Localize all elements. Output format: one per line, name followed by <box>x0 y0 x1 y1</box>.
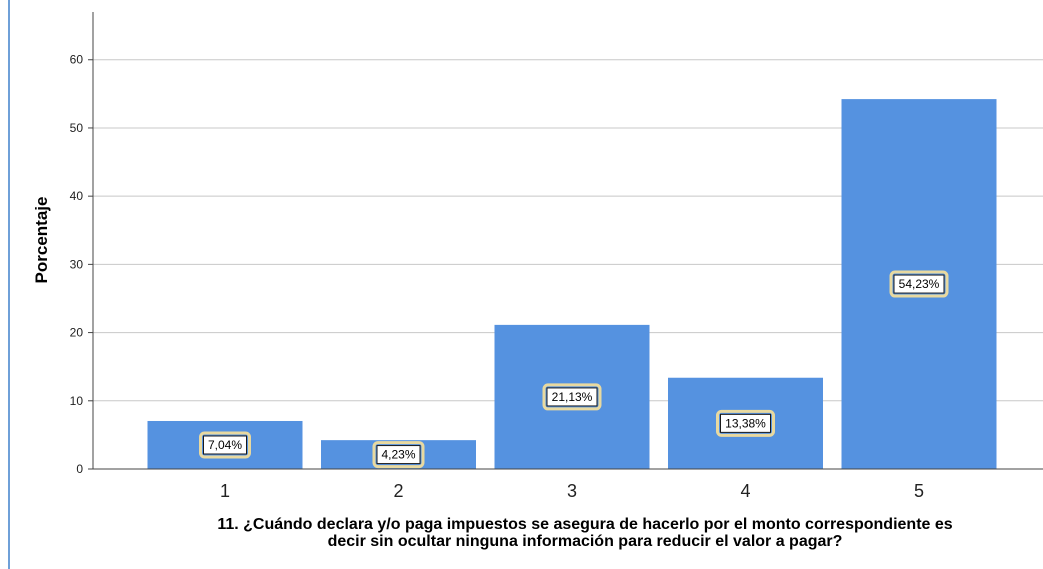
data-label-box <box>376 445 421 465</box>
data-label-outline <box>542 383 602 411</box>
data-label: 13,38% <box>725 416 766 430</box>
y-tick-label: 10 <box>70 394 84 408</box>
data-label-box <box>203 435 247 455</box>
y-tick-label: 20 <box>70 326 84 340</box>
data-label-outline <box>199 431 251 459</box>
axes <box>92 12 1043 470</box>
data-label: 21,13% <box>552 390 593 404</box>
data-label-outline <box>372 441 425 469</box>
y-axis-ticks: 0 10 20 30 40 50 60 <box>70 53 93 476</box>
y-axis-label: Porcentaje <box>32 197 51 284</box>
data-label-outline <box>716 409 775 437</box>
y-tick-label: 40 <box>70 189 84 203</box>
left-border-rule <box>8 0 10 569</box>
y-tick-label: 50 <box>70 121 84 135</box>
x-axis-ticks: 1 2 3 4 5 <box>220 481 924 501</box>
data-label-box <box>893 274 945 294</box>
data-label: 7,04% <box>208 438 242 452</box>
data-label-outline <box>889 270 949 298</box>
x-axis-title: 11. ¿Cuándo declara y/o paga impuestos s… <box>100 516 1043 550</box>
x-tick-label: 4 <box>740 481 750 501</box>
data-label-box <box>546 387 598 407</box>
x-axis-title-line-1: 11. ¿Cuándo declara y/o paga impuestos s… <box>217 516 953 533</box>
data-labels: 7,04% 4,23% 21,13% 13,38% 54,23% <box>199 270 949 469</box>
bars <box>147 99 997 469</box>
data-label: 4,23% <box>381 448 415 462</box>
data-label: 54,23% <box>899 277 940 291</box>
x-tick-label: 1 <box>220 481 230 501</box>
y-tick-label: 0 <box>76 462 83 476</box>
y-tick-label: 60 <box>70 53 84 67</box>
x-tick-label: 5 <box>914 481 924 501</box>
data-label-box <box>720 413 771 433</box>
x-tick-label: 3 <box>567 481 577 501</box>
x-tick-label: 2 <box>393 481 403 501</box>
x-axis-title-line-2: decir sin ocultar ninguna información pa… <box>327 533 843 550</box>
y-tick-label: 30 <box>70 257 84 271</box>
